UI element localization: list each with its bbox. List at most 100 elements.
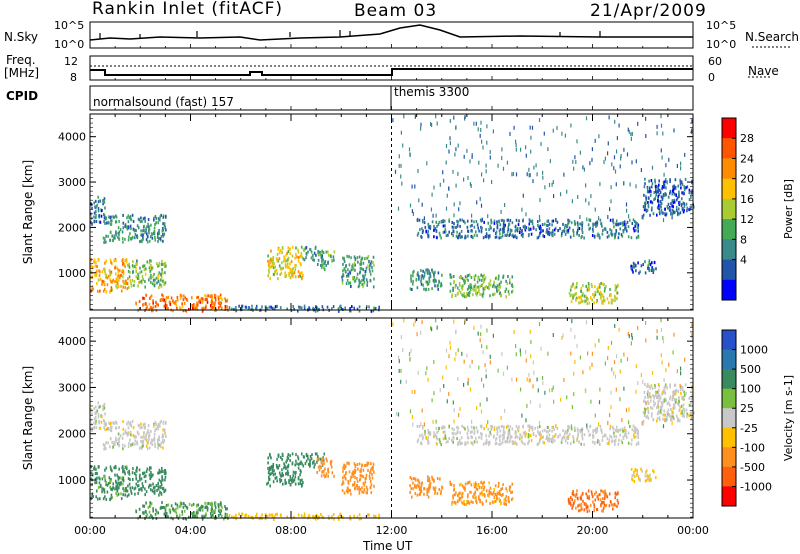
data-cell (632, 265, 634, 269)
data-cell (298, 462, 300, 466)
data-cell (344, 306, 346, 310)
data-cell (289, 478, 292, 482)
data-cell (436, 437, 438, 441)
data-cell (612, 425, 614, 429)
data-cell (476, 440, 478, 444)
data-cell (656, 190, 658, 194)
data-cell (109, 272, 112, 276)
data-cell (353, 514, 355, 518)
data-cell (102, 497, 105, 501)
data-cell (577, 226, 579, 230)
speckle-cell (400, 379, 402, 384)
data-cell (288, 265, 290, 269)
data-cell (186, 506, 189, 510)
speckle-cell (409, 357, 411, 361)
speckle-cell (504, 203, 506, 207)
data-cell (433, 274, 435, 278)
data-cell (509, 439, 511, 443)
speckle-cell (665, 368, 667, 373)
data-cell (487, 234, 490, 238)
data-cell (301, 483, 303, 487)
data-cell (130, 433, 132, 437)
data-cell (103, 213, 105, 216)
data-cell (142, 423, 145, 427)
data-cell (458, 483, 461, 487)
data-cell (467, 234, 469, 238)
speckle-cell (525, 145, 527, 150)
data-cell (145, 514, 148, 518)
data-cell (461, 500, 463, 504)
data-cell (163, 304, 166, 308)
speckle-cell (476, 200, 478, 205)
data-cell (656, 406, 658, 409)
speckle-cell (486, 140, 488, 145)
data-cell (493, 428, 496, 432)
data-cell (182, 517, 184, 521)
data-cell (652, 400, 655, 404)
data-cell (367, 513, 369, 517)
data-cell (90, 471, 93, 475)
data-cell (659, 418, 661, 422)
data-cell (635, 435, 637, 439)
data-cell (107, 441, 109, 445)
data-cell (284, 478, 286, 482)
data-cell (148, 434, 151, 438)
speckle-cell (486, 397, 488, 402)
data-cell (145, 470, 148, 473)
data-cell (272, 266, 275, 270)
data-cell (680, 391, 682, 395)
data-cell (181, 510, 183, 514)
data-cell (130, 237, 132, 241)
data-cell (317, 251, 319, 255)
data-cell (160, 278, 162, 282)
data-cell (632, 261, 635, 265)
speckle-cell (635, 389, 637, 394)
data-cell (272, 306, 274, 310)
data-cell (327, 474, 329, 478)
data-cell (411, 477, 413, 481)
speckle-cell (423, 422, 425, 427)
data-cell (350, 492, 352, 496)
data-cell (688, 414, 690, 418)
data-cell (567, 499, 570, 503)
data-cell (146, 225, 148, 229)
data-cell (643, 390, 646, 394)
data-cell (228, 514, 231, 517)
data-cell (581, 299, 583, 303)
data-cell (542, 234, 544, 238)
data-cell (451, 293, 454, 297)
data-cell (270, 513, 272, 517)
speckle-cell (610, 199, 612, 204)
data-cell (576, 229, 579, 232)
data-cell (297, 455, 299, 459)
data-cell (188, 515, 190, 519)
data-cell (150, 280, 152, 284)
speckle-cell (497, 368, 499, 373)
data-cell (276, 457, 278, 461)
speckle-cell (400, 163, 402, 168)
data-cell (101, 490, 103, 494)
speckle-cell (631, 336, 633, 341)
data-cell (438, 426, 440, 430)
data-cell (217, 505, 220, 509)
colorbar-swatch (722, 158, 736, 180)
data-cell (356, 476, 358, 480)
data-cell (469, 285, 471, 289)
data-cell (428, 483, 431, 487)
data-cell (488, 287, 490, 291)
data-cell (504, 290, 507, 293)
data-cell (422, 269, 424, 273)
data-cell (498, 229, 501, 233)
data-cell (107, 274, 110, 278)
data-cell (136, 259, 138, 263)
data-cell (297, 457, 300, 461)
data-cell (572, 282, 574, 286)
data-cell (198, 300, 200, 304)
data-cell (103, 426, 105, 430)
data-cell (657, 189, 659, 193)
speckle-cell (637, 326, 639, 330)
data-cell (151, 236, 154, 240)
data-cell (646, 393, 649, 396)
data-cell (680, 204, 683, 208)
data-cell (436, 284, 439, 288)
